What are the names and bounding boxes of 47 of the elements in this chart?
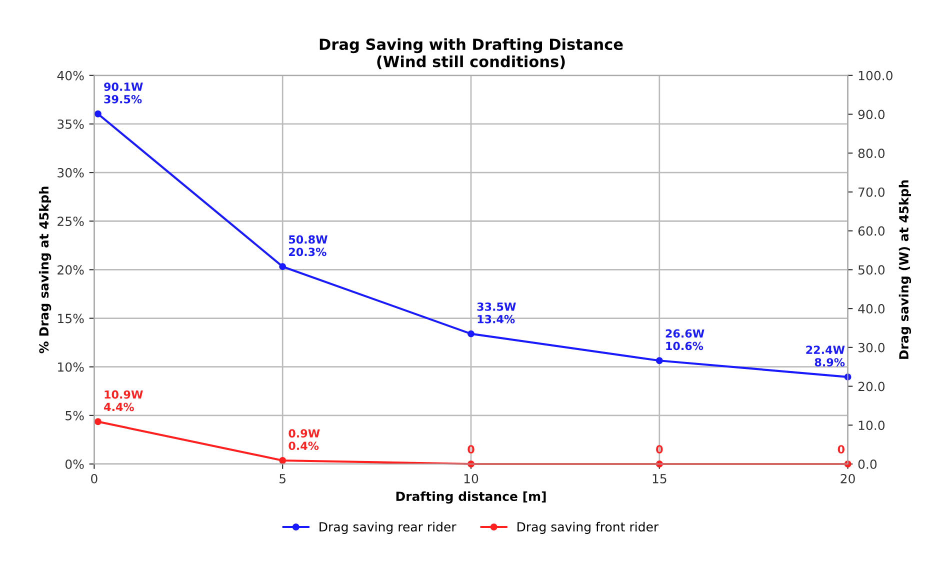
point <box>94 418 102 426</box>
y-tick-label: 15% <box>58 314 84 324</box>
data-label: 0 <box>468 445 474 454</box>
data-label: 90.1W 39.5% <box>104 82 143 104</box>
y-axis-title: % Drag saving at 45kph <box>38 186 52 354</box>
point <box>279 263 286 270</box>
y2-tick-label: 0.0 <box>858 459 877 469</box>
data-label: 0 <box>838 445 844 454</box>
y2-tick-label: 10.0 <box>858 420 885 430</box>
data-label: 0.9W 0.4% <box>288 429 320 450</box>
x-tick-label: 5 <box>280 474 286 484</box>
y-tick-label: 20% <box>58 265 84 275</box>
x-tick-label: 10 <box>464 474 478 484</box>
data-label: 0 <box>656 445 663 454</box>
y2-tick-label: 90.0 <box>858 110 885 120</box>
data-label: 10.9W 4.4% <box>104 390 143 412</box>
data-label: 26.6W 10.6% <box>666 329 704 350</box>
y-tick-label: 30% <box>58 168 84 178</box>
y2-tick-label: 100.0 <box>858 70 892 80</box>
y-tick-label: 35% <box>58 119 84 129</box>
y2-tick-label: 30.0 <box>858 342 885 352</box>
x-tick-label: 0 <box>91 474 98 484</box>
point <box>279 457 286 464</box>
y2-tick-label: 50.0 <box>858 265 885 275</box>
y-tick-label: 10% <box>58 362 84 372</box>
y2-axis-title: Drag saving (W) at 45kph <box>898 180 912 359</box>
y-tick-label: 25% <box>58 216 84 226</box>
y2-tick-label: 40.0 <box>858 304 885 314</box>
x-tick-label: 15 <box>652 474 666 484</box>
x-tick-label: 20 <box>840 474 855 484</box>
legend-label: Drag saving front rider <box>518 522 659 534</box>
data-label: 33.5W 13.4% <box>477 302 516 324</box>
y2-tick-label: 60.0 <box>858 226 885 236</box>
y2-tick-label: 70.0 <box>858 187 885 197</box>
y-tick-label: 40% <box>57 70 84 80</box>
legend-label: Drag saving rear rider <box>320 522 456 534</box>
y-tick-label: 0% <box>65 459 84 469</box>
point <box>656 357 663 364</box>
point <box>94 110 102 118</box>
data-label: 22.4W 8.9% <box>806 346 845 366</box>
chart-title: Drag Saving with Drafting Distance (Wind still conditions) <box>320 38 623 70</box>
x-axis-title: Drafting distance [m] <box>396 491 546 504</box>
y-tick-label: 5% <box>66 410 84 420</box>
y2-tick-label: 80.0 <box>858 148 885 158</box>
data-label: 50.8W 20.3% <box>289 235 328 256</box>
y2-tick-label: 20.0 <box>858 382 885 392</box>
point <box>468 330 474 338</box>
